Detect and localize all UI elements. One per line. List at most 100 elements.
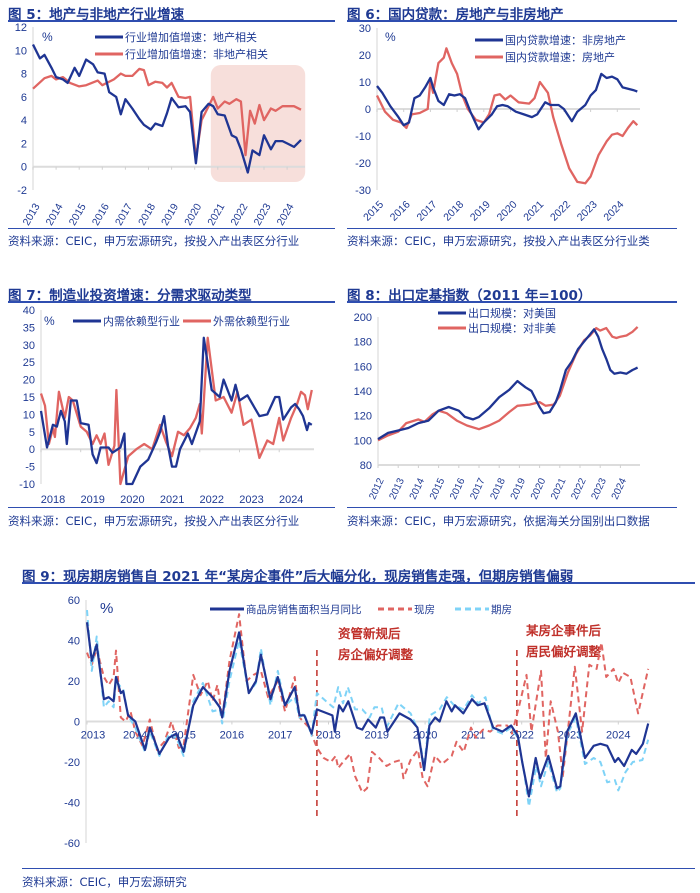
legend-label: 行业增加值增速：非地产相关 bbox=[125, 47, 268, 61]
y-tick-label: -2 bbox=[17, 185, 27, 197]
annotation-text: 某房企事件后 bbox=[526, 623, 602, 638]
y-tick-label: 40 bbox=[23, 305, 35, 317]
figure-6-title: 图 6：国内贷款：房地产与非房地产 bbox=[347, 7, 564, 23]
series-line-2 bbox=[375, 47, 639, 185]
legend-label: 行业增加值增速：地产相关 bbox=[125, 30, 257, 44]
y-tick-label: -40 bbox=[64, 798, 80, 810]
x-tick-label: 2020 bbox=[413, 730, 437, 742]
y-tick-label: 0 bbox=[365, 104, 371, 116]
series-line-2 bbox=[86, 613, 650, 794]
x-tick-label: 2023 bbox=[558, 730, 582, 742]
figure-6-source: 资料来源：CEIC，申万宏源研究，按投入产出表区分行业类 bbox=[347, 234, 650, 248]
x-tick-label: 2022 bbox=[200, 494, 224, 506]
y-tick-label: 180 bbox=[354, 337, 372, 349]
chart-6: -30 -20 -10 0 10 20 30 2015 2016 2017 2018 2019 2020… bbox=[355, 23, 640, 224]
x-tick-label: 2015 bbox=[361, 199, 386, 224]
x-tick-label: 2017 bbox=[415, 199, 440, 224]
y-tick-label: -20 bbox=[64, 757, 80, 769]
legend-label: 出口规模：对美国 bbox=[468, 306, 556, 320]
y-tick-label: -10 bbox=[19, 479, 35, 491]
figure-6-source-rule bbox=[347, 228, 677, 229]
x-tick-label: 2013 bbox=[388, 476, 408, 501]
x-tick-label: 2018 bbox=[316, 730, 340, 742]
x-tick-label: 2019 bbox=[80, 494, 104, 506]
unit-label: % bbox=[100, 600, 113, 617]
y-tick-label: -20 bbox=[355, 158, 371, 170]
y-tick-label: -5 bbox=[25, 462, 35, 474]
x-tick-label: 2014 bbox=[44, 201, 66, 227]
x-tick-label: 2013 bbox=[81, 730, 105, 742]
chart-7: -10 -5 0 5 10 15 20 25 30 35 40 2018 2019 2020 2021 202… bbox=[19, 305, 314, 506]
y-tick-label: 15 bbox=[23, 392, 35, 404]
x-tick-label: 2021 bbox=[549, 476, 569, 501]
series-line-1 bbox=[377, 328, 639, 441]
figure-8-source: 资料来源：CEIC，申万宏源研究，依据海关分国别出口数据 bbox=[347, 514, 650, 528]
y-tick-label: 0 bbox=[21, 162, 27, 174]
x-tick-label: 2024 bbox=[606, 730, 630, 742]
x-tick-label: 2019 bbox=[159, 201, 181, 227]
y-tick-label: 0 bbox=[29, 444, 35, 456]
y-tick-label: 200 bbox=[354, 312, 372, 324]
figure-5-source: 资料来源：CEIC，申万宏源研究，按投入产出表区分行业 bbox=[8, 234, 300, 248]
y-tick-label: 10 bbox=[23, 409, 35, 421]
x-tick-label: 2018 bbox=[136, 201, 158, 227]
y-tick-label: 60 bbox=[68, 595, 80, 607]
y-tick-label: -60 bbox=[64, 838, 80, 850]
x-tick-label: 2019 bbox=[509, 476, 529, 501]
figure-9-source: 资料来源：CEIC，申万宏源研究 bbox=[22, 875, 187, 889]
y-tick-label: 4 bbox=[21, 115, 27, 127]
y-tick-label: 6 bbox=[21, 92, 27, 104]
x-tick-label: 2016 bbox=[388, 199, 413, 224]
x-tick-label: 2015 bbox=[428, 476, 448, 501]
x-tick-label: 2020 bbox=[182, 201, 204, 227]
y-tick-label: 20 bbox=[359, 50, 371, 62]
chart-8: 80 100 120 140 160 180 200 2012 2013 2014 2015 2016… bbox=[354, 306, 640, 501]
legend-label: 出口规模：对非美 bbox=[468, 321, 556, 335]
x-tick-label: 2018 bbox=[441, 199, 466, 224]
x-tick-label: 2021 bbox=[205, 201, 227, 227]
x-tick-label: 2022 bbox=[548, 199, 573, 224]
figure-6-title-rule bbox=[347, 20, 677, 22]
x-tick-label: 2012 bbox=[367, 476, 387, 501]
figure-8-title-rule bbox=[347, 301, 677, 303]
y-tick-label: 30 bbox=[359, 23, 371, 35]
series-line-1 bbox=[85, 622, 650, 798]
x-tick-label: 2024 bbox=[610, 476, 630, 501]
series-line-1 bbox=[31, 43, 302, 174]
x-tick-label: 2024 bbox=[275, 201, 297, 227]
figure-5-title: 图 5：地产与非地产行业增速 bbox=[8, 7, 185, 23]
series-line-1 bbox=[39, 336, 313, 486]
y-tick-label: 25 bbox=[23, 357, 35, 369]
y-tick-label: 120 bbox=[354, 411, 372, 423]
x-tick-label: 2018 bbox=[41, 494, 65, 506]
x-tick-label: 2020 bbox=[495, 199, 520, 224]
y-tick-label: 80 bbox=[360, 460, 372, 472]
y-tick-label: 20 bbox=[68, 676, 80, 688]
figure-5-title-rule bbox=[8, 20, 335, 22]
figure-7-title-rule bbox=[8, 301, 335, 303]
x-tick-label: 2019 bbox=[468, 199, 493, 224]
x-tick-label: 2019 bbox=[365, 730, 389, 742]
figure-9-source-rule bbox=[22, 868, 695, 869]
legend-label: 期房 bbox=[491, 603, 512, 616]
y-tick-label: 2 bbox=[21, 138, 27, 150]
x-tick-label: 2023 bbox=[575, 199, 600, 224]
y-tick-label: 0 bbox=[74, 717, 80, 729]
legend-label: 内需依赖型行业 bbox=[103, 314, 180, 328]
x-tick-label: 2014 bbox=[408, 476, 428, 501]
y-tick-label: 20 bbox=[23, 375, 35, 387]
annotation-text: 房企偏好调整 bbox=[338, 647, 414, 662]
unit-label: % bbox=[42, 30, 53, 44]
x-tick-label: 2017 bbox=[468, 476, 488, 501]
annotation-text: 资管新规后 bbox=[338, 626, 401, 641]
y-tick-label: 12 bbox=[15, 22, 27, 34]
x-tick-label: 2018 bbox=[489, 476, 509, 501]
figure-7-source: 资料来源：CEIC，申万宏源研究，按投入产出表区分行业 bbox=[8, 514, 300, 528]
y-tick-label: 100 bbox=[354, 435, 372, 447]
x-tick-label: 2016 bbox=[220, 730, 244, 742]
x-tick-label: 2020 bbox=[120, 494, 144, 506]
x-tick-label: 2021 bbox=[160, 494, 184, 506]
